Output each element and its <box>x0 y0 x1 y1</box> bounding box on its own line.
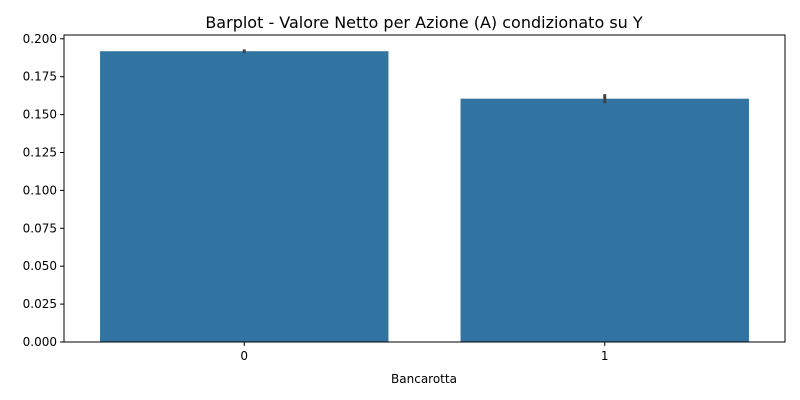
plot-frame <box>63 34 786 343</box>
y-tick-label: 0.025 <box>23 297 57 311</box>
x-axis-label: Bancarotta <box>391 372 457 386</box>
y-tick-label: 0.125 <box>23 145 57 159</box>
y-tick-label: 0.150 <box>23 108 57 122</box>
y-tick-label: 0.075 <box>23 221 57 235</box>
error-bars-group <box>242 49 607 104</box>
bar-1 <box>460 98 749 342</box>
y-axis: 0.000 0.025 0.050 0.075 0.100 0.125 0.150 0.175… <box>23 32 64 349</box>
bar-0 <box>100 51 389 342</box>
bars-group <box>100 51 749 342</box>
chart-title: Barplot - Valore Netto per Azione (A) co… <box>205 13 643 32</box>
y-tick-label: 0.200 <box>23 32 57 46</box>
y-tick-label: 0.000 <box>23 335 57 349</box>
y-tick-label: 0.100 <box>23 183 57 197</box>
x-tick-label-0: 0 <box>240 349 248 363</box>
y-tick-label: 0.175 <box>23 70 57 84</box>
y-tick-label: 0.050 <box>23 259 57 273</box>
x-tick-label-1: 1 <box>601 349 609 363</box>
